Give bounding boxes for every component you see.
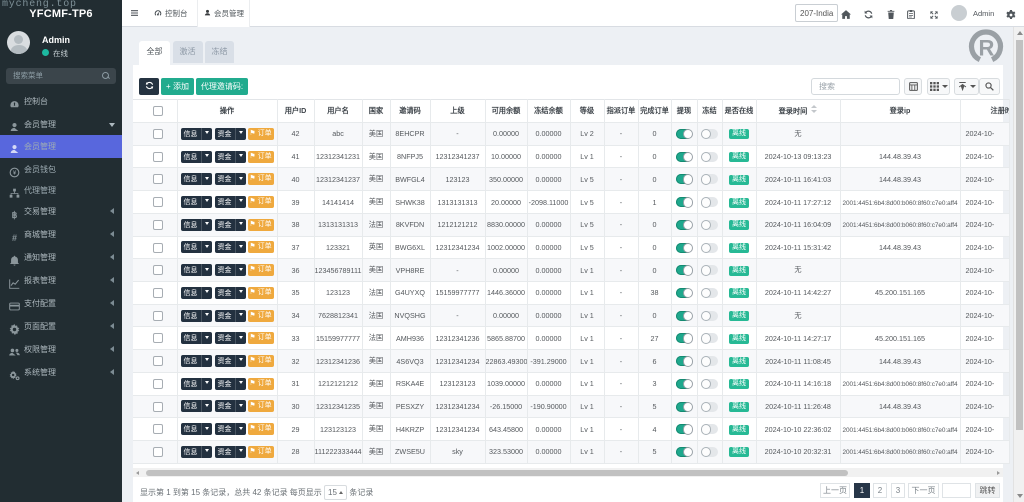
svg-text:R: R bbox=[979, 36, 995, 61]
svg-text:¥: ¥ bbox=[13, 171, 17, 177]
svg-text:#: # bbox=[12, 233, 17, 243]
svg-text:฿: ฿ bbox=[12, 210, 18, 220]
